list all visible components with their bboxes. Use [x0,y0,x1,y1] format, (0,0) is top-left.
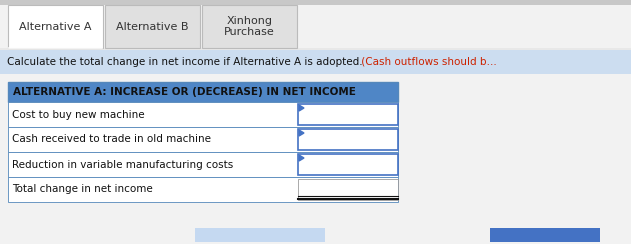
Text: Xinhong
Purchase: Xinhong Purchase [224,16,275,37]
Text: Calculate the total change in net income if Alternative A is adopted.: Calculate the total change in net income… [7,57,363,67]
Bar [298,154,398,175]
Bar [8,177,398,202]
Text: (Cash outflows should b…: (Cash outflows should b… [358,57,497,67]
Bar [8,82,398,102]
Text: Alternative B: Alternative B [116,21,189,31]
Bar [298,179,398,200]
Bar [8,102,398,127]
Bar [0,0,631,5]
Bar [195,228,325,242]
Bar [490,228,600,242]
Text: Reduction in variable manufacturing costs: Reduction in variable manufacturing cost… [12,160,233,170]
Text: ALTERNATIVE A: INCREASE OR (DECREASE) IN NET INCOME: ALTERNATIVE A: INCREASE OR (DECREASE) IN… [13,87,356,97]
Bar [202,5,297,48]
Polygon shape [299,130,304,136]
Text: Cost to buy new machine: Cost to buy new machine [12,110,144,120]
Text: Total change in net income: Total change in net income [12,184,153,194]
Bar [298,104,398,125]
Text: Alternative A: Alternative A [20,21,91,31]
Bar [8,127,398,152]
Text: Cash received to trade in old machine: Cash received to trade in old machine [12,134,211,144]
Bar [0,50,631,74]
Bar [105,5,200,48]
Bar [8,5,103,48]
Polygon shape [299,155,304,161]
Bar [0,48,631,50]
Bar [298,129,398,150]
Bar [8,152,398,177]
Polygon shape [299,105,304,111]
